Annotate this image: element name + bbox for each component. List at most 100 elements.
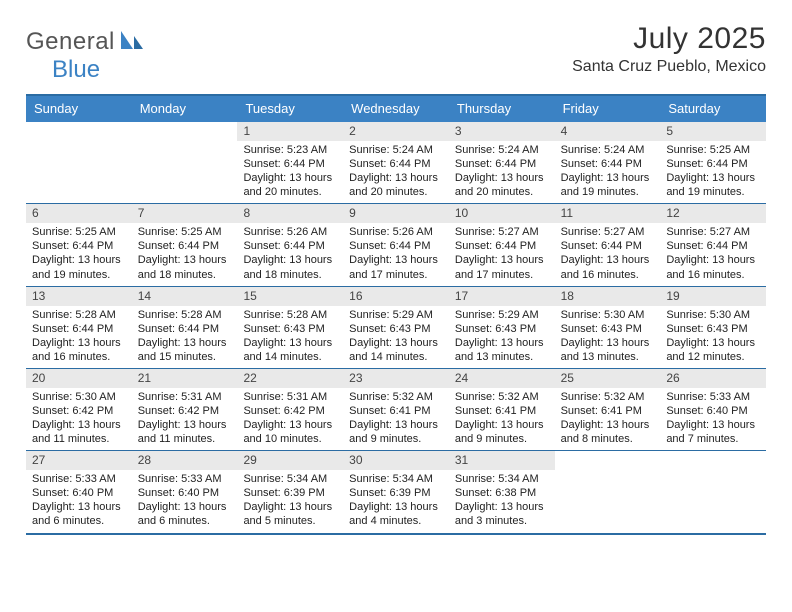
day-header: Tuesday: [237, 96, 343, 122]
calendar-cell: 1Sunrise: 5:23 AMSunset: 6:44 PMDaylight…: [237, 122, 343, 203]
calendar-cell: 27 Sunrise: 5:33 AMSunset: 6:40 PMDayligh…: [26, 451, 132, 532]
sunset-line: Sunset: 6:44 PM: [32, 322, 126, 336]
daylight-line: Daylight: 13 hours and 14 minutes.: [349, 336, 443, 364]
day-number: 24: [449, 369, 555, 388]
location-label: Santa Cruz Pueblo, Mexico: [572, 58, 766, 76]
day-number: 18: [555, 287, 661, 306]
sunrise-line: Sunrise: 5:26 AM: [243, 225, 337, 239]
daylight-line: Daylight: 13 hours and 19 minutes.: [561, 171, 655, 199]
cell-body: Sunrise: 5:33 AMSunset: 6:40 PMDaylight:…: [132, 470, 238, 532]
sunrise-line: Sunrise: 5:27 AM: [561, 225, 655, 239]
calendar-cell-empty: [555, 451, 661, 532]
calendar-cell: 26Sunrise: 5:33 AMSunset: 6:40 PMDayligh…: [660, 369, 766, 450]
daylight-line: Daylight: 13 hours and 12 minutes.: [666, 336, 760, 364]
daylight-line: Daylight: 13 hours and 16 minutes.: [561, 253, 655, 281]
daylight-line: Daylight: 13 hours and 9 minutes.: [455, 418, 549, 446]
sunrise-line: Sunrise: 5:32 AM: [561, 390, 655, 404]
calendar-cell: 18Sunrise: 5:30 AMSunset: 6:43 PMDayligh…: [555, 287, 661, 368]
calendar-week: 6Sunrise: 5:25 AMSunset: 6:44 PMDaylight…: [26, 204, 766, 286]
daylight-line: Daylight: 13 hours and 10 minutes.: [243, 418, 337, 446]
day-number: 27: [26, 451, 132, 470]
day-number: 9: [343, 204, 449, 223]
cell-body: Sunrise: 5:31 AMSunset: 6:42 PMDaylight:…: [132, 388, 238, 450]
daylight-line: Daylight: 13 hours and 19 minutes.: [32, 253, 126, 281]
calendar-cell: 16Sunrise: 5:29 AMSunset: 6:43 PMDayligh…: [343, 287, 449, 368]
day-number: 7: [132, 204, 238, 223]
calendar-cell: 2Sunrise: 5:24 AMSunset: 6:44 PMDaylight…: [343, 122, 449, 203]
title-block: July 2025 Santa Cruz Pueblo, Mexico: [572, 22, 766, 76]
daylight-line: Daylight: 13 hours and 3 minutes.: [455, 500, 549, 528]
sunrise-line: Sunrise: 5:31 AM: [138, 390, 232, 404]
sunrise-line: Sunrise: 5:31 AM: [243, 390, 337, 404]
calendar-cell-empty: [132, 122, 238, 203]
sunrise-line: Sunrise: 5:28 AM: [138, 308, 232, 322]
cell-body: Sunrise: 5:28 AMSunset: 6:43 PMDaylight:…: [237, 306, 343, 368]
daylight-line: Daylight: 13 hours and 20 minutes.: [455, 171, 549, 199]
calendar-cell: 17Sunrise: 5:29 AMSunset: 6:43 PMDayligh…: [449, 287, 555, 368]
sunrise-line: Sunrise: 5:27 AM: [666, 225, 760, 239]
cell-body: Sunrise: 5:31 AMSunset: 6:42 PMDaylight:…: [237, 388, 343, 450]
cell-body: Sunrise: 5:25 AMSunset: 6:44 PMDaylight:…: [660, 141, 766, 203]
sunset-line: Sunset: 6:39 PM: [349, 486, 443, 500]
sunset-line: Sunset: 6:39 PM: [243, 486, 337, 500]
daylight-line: Daylight: 13 hours and 18 minutes.: [243, 253, 337, 281]
sunrise-line: Sunrise: 5:34 AM: [349, 472, 443, 486]
weeks-container: 1Sunrise: 5:23 AMSunset: 6:44 PMDaylight…: [26, 122, 766, 535]
calendar-cell: 5Sunrise: 5:25 AMSunset: 6:44 PMDaylight…: [660, 122, 766, 203]
day-number: 21: [132, 369, 238, 388]
sunrise-line: Sunrise: 5:24 AM: [349, 143, 443, 157]
sunset-line: Sunset: 6:44 PM: [666, 157, 760, 171]
cell-body: Sunrise: 5:24 AMSunset: 6:44 PMDaylight:…: [555, 141, 661, 203]
calendar-cell-empty: [26, 122, 132, 203]
daylight-line: Daylight: 13 hours and 6 minutes.: [138, 500, 232, 528]
sunset-line: Sunset: 6:44 PM: [666, 239, 760, 253]
cell-body: Sunrise: 5:26 AMSunset: 6:44 PMDaylight:…: [343, 223, 449, 285]
cell-body: Sunrise: 5:25 AMSunset: 6:44 PMDaylight:…: [132, 223, 238, 285]
day-number: 13: [26, 287, 132, 306]
sunset-line: Sunset: 6:43 PM: [243, 322, 337, 336]
sunset-line: Sunset: 6:44 PM: [561, 239, 655, 253]
cell-body: Sunrise: 5:34 AMSunset: 6:39 PMDaylight:…: [343, 470, 449, 532]
sunrise-line: Sunrise: 5:28 AM: [32, 308, 126, 322]
day-header: Wednesday: [343, 96, 449, 122]
calendar-cell-empty: [660, 451, 766, 532]
calendar-cell: 7Sunrise: 5:25 AMSunset: 6:44 PMDaylight…: [132, 204, 238, 285]
daylight-line: Daylight: 13 hours and 14 minutes.: [243, 336, 337, 364]
daylight-line: Daylight: 13 hours and 11 minutes.: [138, 418, 232, 446]
calendar-cell: 9Sunrise: 5:26 AMSunset: 6:44 PMDaylight…: [343, 204, 449, 285]
sunrise-line: Sunrise: 5:32 AM: [349, 390, 443, 404]
sunset-line: Sunset: 6:41 PM: [349, 404, 443, 418]
calendar-cell: 22Sunrise: 5:31 AMSunset: 6:42 PMDayligh…: [237, 369, 343, 450]
sunset-line: Sunset: 6:44 PM: [138, 322, 232, 336]
sunset-line: Sunset: 6:44 PM: [455, 157, 549, 171]
daylight-line: Daylight: 13 hours and 16 minutes.: [666, 253, 760, 281]
daylight-line: Daylight: 13 hours and 4 minutes.: [349, 500, 443, 528]
calendar: SundayMondayTuesdayWednesdayThursdayFrid…: [26, 94, 766, 535]
calendar-cell: 24Sunrise: 5:32 AMSunset: 6:41 PMDayligh…: [449, 369, 555, 450]
calendar-week: 1Sunrise: 5:23 AMSunset: 6:44 PMDaylight…: [26, 122, 766, 204]
cell-body: Sunrise: 5:27 AMSunset: 6:44 PMDaylight:…: [660, 223, 766, 285]
sunset-line: Sunset: 6:41 PM: [561, 404, 655, 418]
day-number: 3: [449, 122, 555, 141]
sunset-line: Sunset: 6:42 PM: [243, 404, 337, 418]
logo-text-blue: Blue: [52, 56, 100, 84]
sunset-line: Sunset: 6:43 PM: [561, 322, 655, 336]
daylight-line: Daylight: 13 hours and 20 minutes.: [243, 171, 337, 199]
calendar-cell: 6Sunrise: 5:25 AMSunset: 6:44 PMDaylight…: [26, 204, 132, 285]
day-number: 14: [132, 287, 238, 306]
daylight-line: Daylight: 13 hours and 6 minutes.: [32, 500, 126, 528]
cell-body: Sunrise: 5:30 AMSunset: 6:43 PMDaylight:…: [660, 306, 766, 368]
sunset-line: Sunset: 6:40 PM: [32, 486, 126, 500]
sunset-line: Sunset: 6:38 PM: [455, 486, 549, 500]
sunset-line: Sunset: 6:44 PM: [561, 157, 655, 171]
cell-body: Sunrise: 5:32 AMSunset: 6:41 PMDaylight:…: [555, 388, 661, 450]
cell-body: Sunrise: 5:30 AMSunset: 6:42 PMDaylight:…: [26, 388, 132, 450]
sunset-line: Sunset: 6:42 PM: [32, 404, 126, 418]
sunrise-line: Sunrise: 5:34 AM: [455, 472, 549, 486]
sunset-line: Sunset: 6:44 PM: [243, 157, 337, 171]
daylight-line: Daylight: 13 hours and 9 minutes.: [349, 418, 443, 446]
day-number: 5: [660, 122, 766, 141]
sunset-line: Sunset: 6:44 PM: [243, 239, 337, 253]
sunrise-line: Sunrise: 5:33 AM: [32, 472, 126, 486]
day-number: 31: [449, 451, 555, 470]
